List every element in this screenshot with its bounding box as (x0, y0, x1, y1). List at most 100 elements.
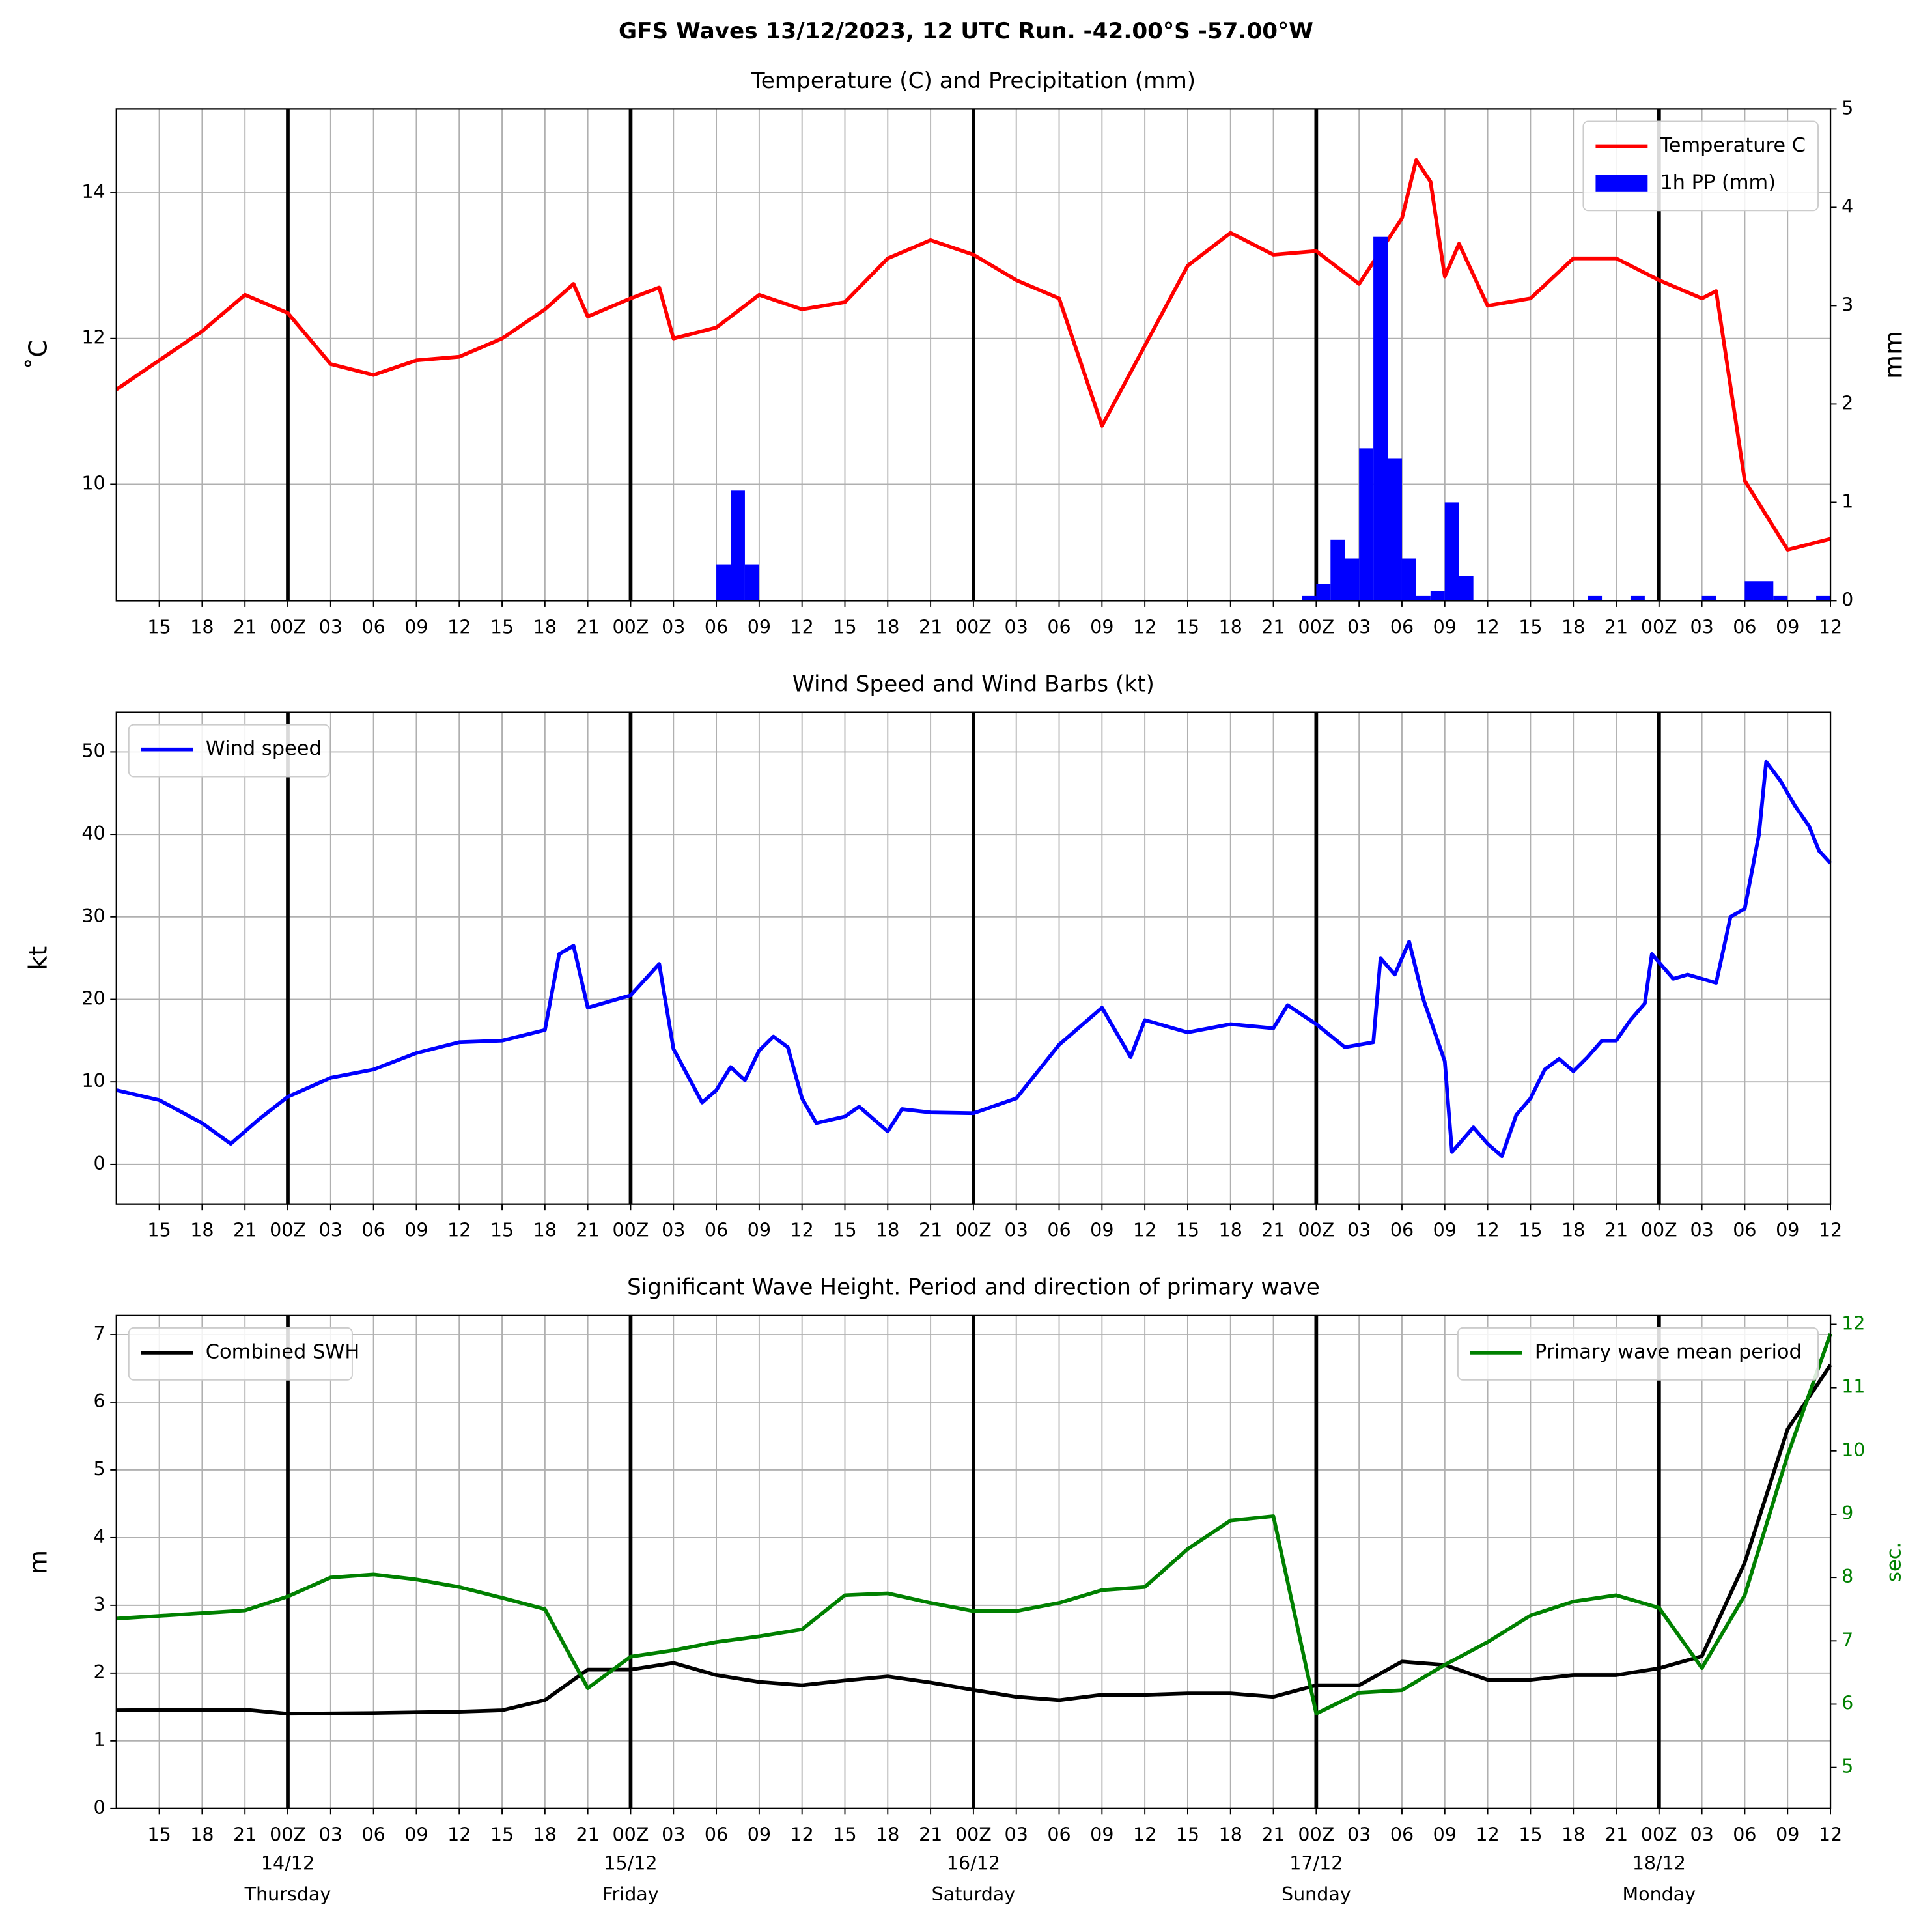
x-tick-label: 09 (1776, 616, 1799, 638)
x-tick-label: 12 (791, 1220, 814, 1241)
bar (1330, 539, 1345, 601)
bar (1416, 595, 1431, 601)
x-tick-label: 12 (791, 616, 814, 638)
x-tick-label: 06 (1390, 1824, 1414, 1846)
bar (1444, 502, 1459, 601)
x-tick-label: 06 (1047, 1824, 1071, 1846)
x-tick-label: 18 (533, 1220, 557, 1241)
x-tick-label: 15 (490, 1824, 514, 1846)
line (116, 759, 1832, 1159)
y2-axis-label: mm (1879, 331, 1907, 379)
x-tick-label: 03 (1005, 1824, 1028, 1846)
x-tick-label: 12 (1133, 616, 1156, 638)
y2-tick-label: 1 (1841, 490, 1853, 512)
x-tick-label: 03 (1005, 1220, 1028, 1241)
x-tick-label: 00Z (1298, 1824, 1334, 1846)
x-tick-label: 09 (404, 616, 428, 638)
x-tick-label: 06 (1733, 1824, 1756, 1846)
x-tick-label: 18 (190, 1824, 214, 1846)
x-tick-label: 18 (533, 616, 557, 638)
line (116, 1364, 1832, 1716)
bar (1773, 595, 1788, 601)
x-tick-label: 12 (1476, 1220, 1499, 1241)
bar (1459, 576, 1474, 601)
x-tick-label: 00Z (1641, 1220, 1677, 1241)
x-tick-label: 18 (1561, 1220, 1585, 1241)
y2-tick-label: 4 (1841, 195, 1853, 217)
x-tick-label: 18 (876, 1824, 899, 1846)
x-tick-label: 06 (361, 1824, 385, 1846)
x-tick-label: 09 (1433, 1824, 1457, 1846)
x-tick-label: 09 (404, 1220, 428, 1241)
y-tick-label: 2 (94, 1661, 105, 1683)
bar (1816, 595, 1831, 601)
x-tick-label: 00Z (613, 1220, 649, 1241)
subplot-title: Temperature (C) and Precipitation (mm) (751, 68, 1196, 94)
x-tick-label: 21 (233, 1824, 257, 1846)
x-tick-label: 21 (1604, 1824, 1628, 1846)
x-tick-label: 12 (1133, 1220, 1156, 1241)
x-tick-label: 09 (748, 1824, 771, 1846)
x-tick-label: 21 (576, 1824, 600, 1846)
x-tick-label: 12 (1133, 1824, 1156, 1846)
y-tick-label: 10 (81, 1070, 105, 1092)
x-tick-label: 21 (919, 1824, 942, 1846)
y2-tick-label: 2 (1841, 392, 1853, 414)
x-tick-label: 12 (791, 1824, 814, 1846)
x-tick-label: 15 (1519, 1824, 1542, 1846)
x-tick-label: 18 (1561, 616, 1585, 638)
legend-label: 1h PP (mm) (1660, 171, 1776, 194)
bar (744, 564, 759, 601)
bar (1401, 558, 1416, 601)
bar (1359, 448, 1374, 601)
x-tick-label: 03 (319, 1220, 343, 1241)
legend-label: Wind speed (206, 737, 322, 760)
y-tick-label: 30 (81, 905, 105, 927)
x-tick-label: 00Z (1298, 1220, 1334, 1241)
y2-tick-label: 5 (1841, 1756, 1853, 1777)
line (115, 158, 1831, 552)
bar (1302, 595, 1317, 601)
x-tick-label: 18 (533, 1824, 557, 1846)
y-tick-label: 5 (94, 1458, 105, 1480)
y-tick-label: 20 (81, 987, 105, 1009)
bar (1630, 595, 1645, 601)
x-tick-label: 09 (1433, 616, 1457, 638)
x-tick-label: 15 (1176, 1824, 1199, 1846)
legend-box (128, 1327, 353, 1381)
bar (1388, 458, 1402, 601)
y-tick-label: 7 (94, 1323, 105, 1344)
x-tick-label: 00Z (1641, 616, 1677, 638)
subplot-title: Wind Speed and Wind Barbs (kt) (792, 671, 1155, 697)
x-tick-label: 06 (705, 1824, 728, 1846)
y2-tick-label: 8 (1841, 1566, 1853, 1587)
line (116, 1333, 1832, 1715)
x-tick-label: 21 (1261, 1824, 1285, 1846)
legend-box (128, 724, 330, 778)
x-tick-label: 03 (662, 1824, 685, 1846)
y2-axis-label: sec. (1883, 1542, 1905, 1582)
x-tick-label: 12 (447, 616, 471, 638)
bar (1430, 591, 1445, 601)
x-tick-label: 06 (1390, 616, 1414, 638)
legend-swatch (1595, 175, 1648, 192)
weekday-label: Thursday (244, 1884, 331, 1905)
x-tick-label: 15 (1176, 616, 1199, 638)
x-tick-label: 18 (876, 616, 899, 638)
y2-tick-label: 5 (1841, 97, 1853, 119)
y-tick-label: 0 (94, 1153, 105, 1174)
y2-tick-label: 11 (1841, 1376, 1865, 1398)
date-label: 18/12 (1632, 1852, 1686, 1874)
x-tick-label: 15 (147, 1220, 171, 1241)
x-tick-label: 00Z (955, 1220, 992, 1241)
bar (1759, 581, 1774, 601)
x-tick-label: 03 (1347, 1220, 1371, 1241)
date-label: 14/12 (261, 1852, 315, 1874)
x-tick-label: 18 (1219, 616, 1242, 638)
x-tick-label: 06 (1390, 1220, 1414, 1241)
y2-tick-label: 7 (1841, 1629, 1853, 1650)
x-tick-label: 06 (361, 616, 385, 638)
weekday-label: Monday (1623, 1884, 1696, 1905)
subplot-title: Significant Wave Height. Period and dire… (627, 1275, 1320, 1301)
x-tick-label: 12 (1476, 616, 1499, 638)
